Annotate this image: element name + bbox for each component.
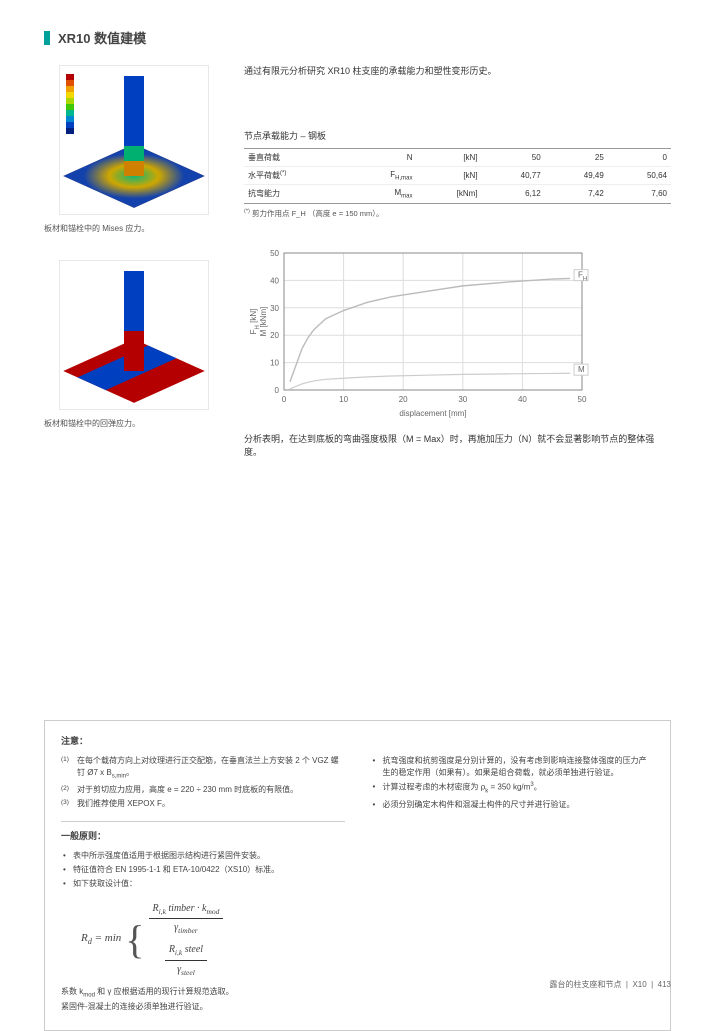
note-item: (3)我们推荐使用 XEPOX F。 <box>61 798 345 810</box>
fea-image-resilience <box>59 260 209 410</box>
table-row: 抗弯能力Mmax[kNm]6,127,427,60 <box>244 185 671 204</box>
table-row: 垂直荷载N[kN]50250 <box>244 148 671 166</box>
page-footer: 露台的柱支座和节点 | X10 | 413 <box>549 979 671 990</box>
notes-numbered-list: (1)在每个载荷方向上对纹理进行正交配筋，在垂直法兰上方安装 2 个 VGZ 螺… <box>61 755 345 811</box>
fea-caption-2: 板材和锚栓中的回弹应力。 <box>44 418 224 429</box>
footer-product: X10 <box>632 980 646 989</box>
notes-right-list: 抗弯强度和抗剪强度是分别计算的，没有考虑到影响连接整体强度的压力产生的稳定作用（… <box>371 755 655 812</box>
table-cell: [kN] <box>416 148 481 166</box>
section-accent-bar <box>44 31 50 45</box>
table-cell: 50,64 <box>608 166 671 185</box>
table-cell: 水平荷载(*) <box>244 166 348 185</box>
rules-title: 一般原则： <box>61 821 345 844</box>
svg-text:0: 0 <box>282 395 287 404</box>
displacement-chart: 0102030405001020304050FHMdisplacement [m… <box>244 245 604 420</box>
svg-text:20: 20 <box>399 395 408 404</box>
note-item: (1)在每个载荷方向上对纹理进行正交配筋，在垂直法兰上方安装 2 个 VGZ 螺… <box>61 755 345 782</box>
chart-note: 分析表明，在达到底板的弯曲强度极限（M = Max）时，再施加压力（N）就不会显… <box>244 433 671 460</box>
right-column: 通过有限元分析研究 XR10 柱支座的承载能力和塑性变形历史。 节点承载能力 –… <box>244 65 671 460</box>
svg-text:FH [kN]M [kNm]: FH [kN]M [kNm] <box>249 306 268 336</box>
svg-text:40: 40 <box>270 276 279 285</box>
table-cell: 垂直荷载 <box>244 148 348 166</box>
post-formula-line: 系数 kmod 和 γ 应根据适用的现行计算规范选取。 <box>61 986 345 1001</box>
chart-container: 0102030405001020304050FHMdisplacement [m… <box>244 245 671 423</box>
note-item: 抗弯强度和抗剪强度是分别计算的，没有考虑到影响连接整体强度的压力产生的稳定作用（… <box>371 755 655 780</box>
table-cell: FH,max <box>348 166 416 185</box>
table-row: 水平荷载(*)FH,max[kN]40,7749,4950,64 <box>244 166 671 185</box>
svg-text:50: 50 <box>270 249 279 258</box>
table-cell: 7,60 <box>608 185 671 204</box>
capacity-table: 垂直荷载N[kN]50250水平荷载(*)FH,max[kN]40,7749,4… <box>244 148 671 204</box>
svg-text:0: 0 <box>275 386 280 395</box>
table-cell: N <box>348 148 416 166</box>
section-header: XR10 数值建模 <box>44 28 671 47</box>
svg-text:30: 30 <box>458 395 467 404</box>
content-columns: 板材和锚栓中的 Mises 应力。 板材和锚栓中的回弹应力。 通过有限元分析研究… <box>44 65 671 460</box>
table-cell: 49,49 <box>545 166 608 185</box>
note-item: 必须分别确定木构件和混凝土构件的尺寸并进行验证。 <box>371 799 655 811</box>
table-cell: 7,42 <box>545 185 608 204</box>
svg-text:30: 30 <box>270 303 279 312</box>
footer-section: 露台的柱支座和节点 <box>549 980 621 989</box>
note-item: (2)对于剪切应力应用，高度 e = 220 ÷ 230 mm 时底板的有限值。 <box>61 784 345 796</box>
rule-item: 如下获取设计值： <box>61 878 345 890</box>
section-title: XR10 数值建模 <box>58 28 146 47</box>
svg-text:displacement [mm]: displacement [mm] <box>399 409 466 418</box>
notes-title: 注意： <box>61 735 654 749</box>
svg-text:10: 10 <box>270 358 279 367</box>
post-formula-line: 紧固件-混凝土的连接必须单独进行验证。 <box>61 1001 345 1013</box>
table-cell: [kN] <box>416 166 481 185</box>
footer-page: 413 <box>658 980 671 989</box>
fea-caption-1: 板材和锚栓中的 Mises 应力。 <box>44 223 224 234</box>
table-cell: 0 <box>608 148 671 166</box>
table-footnote: (*) (*) 剪力作用点 F_H （高度 e = 150 mm）。剪力作用点 … <box>244 208 671 219</box>
rule-item: 表中所示强度值适用于根据图示结构进行紧固件安装。 <box>61 850 345 862</box>
table-cell: 抗弯能力 <box>244 185 348 204</box>
svg-text:10: 10 <box>339 395 348 404</box>
svg-text:20: 20 <box>270 331 279 340</box>
left-column: 板材和锚栓中的 Mises 应力。 板材和锚栓中的回弹应力。 <box>44 65 224 460</box>
design-formula: Rd = min { Ri,k timber · kmodγtimberRi,k… <box>81 901 345 979</box>
svg-text:M: M <box>578 365 585 374</box>
rule-item: 特征值符合 EN 1995-1-1 和 ETA-10/0422（XS10）标准。 <box>61 864 345 876</box>
table-cell: Mmax <box>348 185 416 204</box>
table-cell: [kNm] <box>416 185 481 204</box>
fea-image-mises <box>59 65 209 215</box>
note-item: 计算过程考虑的木材密度为 ρk = 350 kg/m3。 <box>371 781 655 797</box>
table-cell: 25 <box>545 148 608 166</box>
table-cell: 6,12 <box>482 185 545 204</box>
intro-text: 通过有限元分析研究 XR10 柱支座的承载能力和塑性变形历史。 <box>244 65 671 79</box>
table-cell: 40,77 <box>482 166 545 185</box>
notes-left-column: (1)在每个载荷方向上对纹理进行正交配筋，在垂直法兰上方安装 2 个 VGZ 螺… <box>61 755 345 1014</box>
rules-list: 表中所示强度值适用于根据图示结构进行紧固件安装。特征值符合 EN 1995-1-… <box>61 850 345 891</box>
notes-right-column: 抗弯强度和抗剪强度是分别计算的，没有考虑到影响连接整体强度的压力产生的稳定作用（… <box>371 755 655 1014</box>
table-title: 节点承载能力 – 钢板 <box>244 129 671 142</box>
svg-text:40: 40 <box>518 395 527 404</box>
table-cell: 50 <box>482 148 545 166</box>
svg-text:50: 50 <box>578 395 587 404</box>
